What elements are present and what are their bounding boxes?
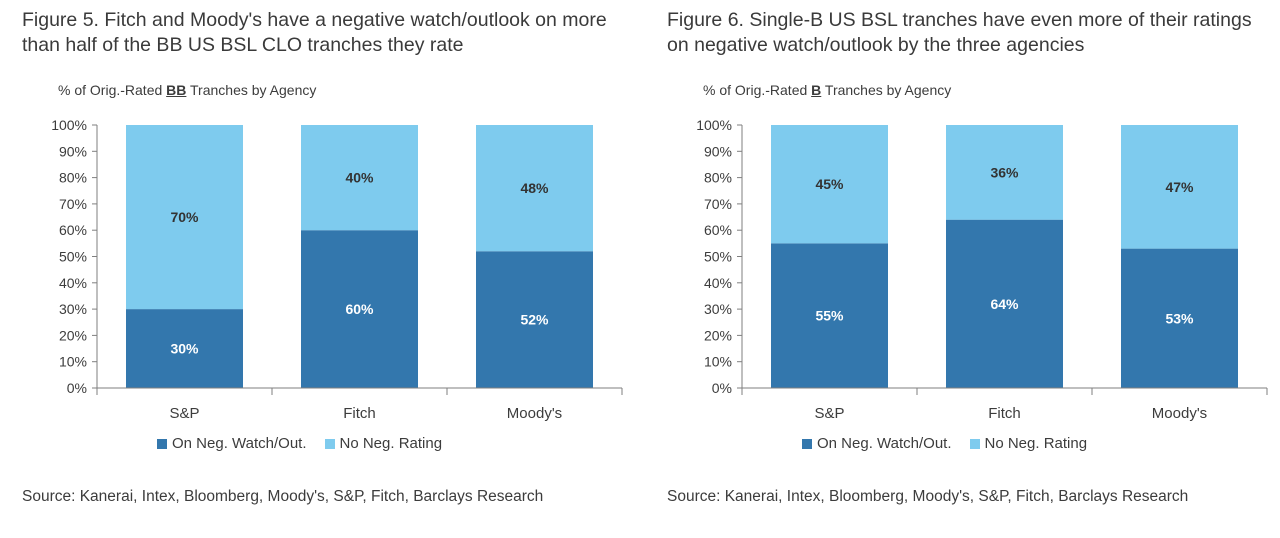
category-label: S&P xyxy=(814,405,844,422)
data-label-no-neg: 47% xyxy=(1165,179,1194,195)
y-tick-label: 20% xyxy=(704,327,732,343)
category-label: Fitch xyxy=(988,405,1021,422)
y-tick-label: 0% xyxy=(67,380,87,396)
figure-5-y-caption-post: Tranches by Agency xyxy=(186,82,317,98)
bar-no-neg xyxy=(946,125,1063,220)
y-tick-label: 10% xyxy=(59,354,87,370)
legend-item-no-neg: No Neg. Rating xyxy=(969,435,1088,452)
y-tick-label: 80% xyxy=(59,170,87,186)
legend-swatch-no-neg xyxy=(969,438,980,449)
legend-label-neg: On Neg. Watch/Out. xyxy=(172,435,307,452)
bar-neg-watch xyxy=(476,251,593,388)
y-tick-label: 40% xyxy=(704,275,732,291)
figure-6-legend: On Neg. Watch/Out. No Neg. Rating xyxy=(802,435,1087,452)
y-tick-label: 100% xyxy=(696,117,732,133)
figure-5-source: Source: Kanerai, Intex, Bloomberg, Moody… xyxy=(22,488,544,505)
data-label-no-neg: 36% xyxy=(990,164,1019,180)
figure-5-chart: 0% 10% 20% 30% 40% 50% 60% 70% 80% 90% 100% 30% 70% S… xyxy=(51,117,623,422)
legend-swatch-neg xyxy=(802,438,812,449)
figure-6-chart: 0% 10% 20% 30% 40% 50% 60% 70% 80% 90% 100% 55% 45% S… xyxy=(696,117,1268,422)
figure-6-source: Source: Kanerai, Intex, Bloomberg, Moody… xyxy=(667,488,1189,505)
y-tick-label: 60% xyxy=(59,222,87,238)
category-label: S&P xyxy=(169,405,199,422)
legend-label-neg: On Neg. Watch/Out. xyxy=(817,435,952,452)
category-label: Moody's xyxy=(507,405,562,422)
figure-5-y-caption: % of Orig.-Rated BB Tranches by Agency xyxy=(58,82,316,98)
bar-neg-watch xyxy=(771,243,888,388)
data-label-no-neg: 40% xyxy=(345,170,374,186)
bar-no-neg xyxy=(301,125,418,231)
legend-label-no-neg: No Neg. Rating xyxy=(339,435,443,452)
data-label-no-neg: 70% xyxy=(170,209,199,225)
legend-item-neg: On Neg. Watch/Out. xyxy=(157,435,307,452)
y-tick-label: 30% xyxy=(59,301,87,317)
data-label-no-neg: 45% xyxy=(815,176,844,192)
data-label-neg: 53% xyxy=(1165,310,1194,326)
legend-label-no-neg: No Neg. Rating xyxy=(984,435,1088,452)
bar-neg-watch xyxy=(126,309,243,388)
y-tick-label: 10% xyxy=(704,354,732,370)
data-label-neg: 30% xyxy=(170,341,199,357)
bar-neg-watch xyxy=(946,219,1063,388)
y-tick-label: 100% xyxy=(51,117,87,133)
category-label: Moody's xyxy=(1152,405,1207,422)
y-tick-label: 30% xyxy=(704,301,732,317)
y-tick-label: 90% xyxy=(704,143,732,159)
figure-5-title: Figure 5. Fitch and Moody's have a negat… xyxy=(22,9,607,56)
figure-6-panel: Figure 6. Single-B US BSL tranches have … xyxy=(667,0,1280,538)
figure-5-panel: Figure 5. Fitch and Moody's have a negat… xyxy=(22,0,642,538)
figure-6-y-caption-pre: % of Orig.-Rated xyxy=(703,82,812,98)
legend-swatch-no-neg xyxy=(324,438,335,449)
legend-item-no-neg: No Neg. Rating xyxy=(324,435,443,452)
bar-neg-watch xyxy=(1121,248,1238,388)
y-tick-label: 40% xyxy=(59,275,87,291)
data-label-neg: 60% xyxy=(345,301,374,317)
data-label-neg: 52% xyxy=(520,312,549,328)
category-label: Fitch xyxy=(343,405,376,422)
legend-swatch-neg xyxy=(157,438,167,449)
figure-6-y-caption: % of Orig.-Rated B Tranches by Agency xyxy=(703,82,951,98)
bar-no-neg xyxy=(126,125,243,310)
data-label-neg: 64% xyxy=(990,296,1019,312)
y-tick-label: 90% xyxy=(59,143,87,159)
bar-no-neg xyxy=(771,125,888,244)
figure-6-title: Figure 6. Single-B US BSL tranches have … xyxy=(667,9,1252,56)
y-tick-label: 50% xyxy=(704,249,732,265)
figure-5-legend: On Neg. Watch/Out. No Neg. Rating xyxy=(157,435,442,452)
y-tick-label: 80% xyxy=(704,170,732,186)
y-tick-label: 70% xyxy=(704,196,732,212)
y-tick-label: 70% xyxy=(59,196,87,212)
data-label-no-neg: 48% xyxy=(520,180,549,196)
y-tick-label: 50% xyxy=(59,249,87,265)
figure-6-y-caption-post: Tranches by Agency xyxy=(821,82,952,98)
data-label-neg: 55% xyxy=(815,308,844,324)
bar-no-neg xyxy=(1121,125,1238,249)
y-tick-label: 0% xyxy=(712,380,732,396)
y-tick-label: 60% xyxy=(704,222,732,238)
figure-5-y-caption-pre: % of Orig.-Rated xyxy=(58,82,167,98)
bar-no-neg xyxy=(476,125,593,252)
legend-item-neg: On Neg. Watch/Out. xyxy=(802,435,952,452)
bar-neg-watch xyxy=(301,230,418,388)
figure-5-rating-label: BB xyxy=(166,82,187,98)
y-tick-label: 20% xyxy=(59,327,87,343)
figure-6-rating-label: B xyxy=(811,82,822,98)
